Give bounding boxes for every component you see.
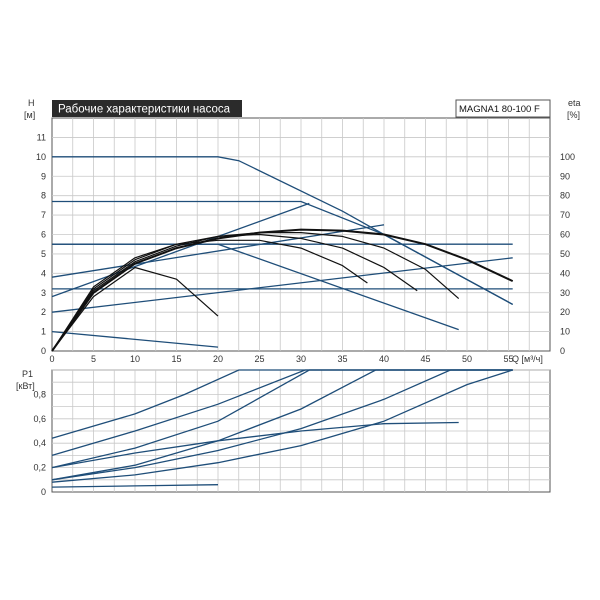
y-tick-label: 9: [41, 171, 46, 181]
efficiency-curve: [51, 239, 368, 352]
power-curve: [51, 484, 219, 488]
y-tick-label: 0,6: [33, 414, 46, 424]
power-curve: [51, 369, 513, 483]
y2-tick-label: 30: [560, 288, 570, 298]
model-box: [455, 99, 551, 118]
head-curve: [51, 202, 310, 298]
x-tick-label: 30: [296, 354, 306, 364]
pump-model: MAGNA1 80-100 F: [459, 104, 540, 115]
y-tick-label: 0: [41, 487, 46, 497]
efficiency-curves: [51, 228, 514, 352]
x-tick-label: 5: [91, 354, 96, 364]
y-tick-label: 2: [41, 307, 46, 317]
y2-tick-label: 40: [560, 268, 570, 278]
y-tick-label: 0: [41, 346, 46, 356]
y2-tick-label: 90: [560, 171, 570, 181]
x-tick-label: 25: [254, 354, 264, 364]
head-curve: [51, 224, 385, 278]
x-tick-label: 55: [503, 354, 513, 364]
efficiency-curve: [51, 266, 219, 352]
x-tick-label: 50: [462, 354, 472, 364]
power-y-ticks: 0 0,2 0,4 0,6 0,8: [33, 389, 46, 497]
power-curve: [51, 369, 513, 481]
x-tick-label: 35: [337, 354, 347, 364]
x-tick-label: 10: [130, 354, 140, 364]
y2-tick-label: 0: [560, 346, 565, 356]
y-tick-label: 3: [41, 288, 46, 298]
head-curve: [51, 330, 219, 348]
y-axis-unit-kw: [кВт]: [16, 381, 35, 391]
y-tick-label: 5: [41, 249, 46, 259]
x-tick-label: 0: [49, 354, 54, 364]
eta-y-ticks: 0 10 20 30 40 50 60 70 80 90 100: [560, 152, 575, 356]
y-tick-label: 6: [41, 230, 46, 240]
y2-tick-label: 70: [560, 210, 570, 220]
x-tick-label: 45: [420, 354, 430, 364]
y-tick-label: 0,8: [33, 389, 46, 399]
y-tick-label: 8: [41, 191, 46, 201]
y-axis-label-h: H: [28, 98, 35, 108]
head-curve: [52, 200, 514, 305]
x-tick-label: 15: [171, 354, 181, 364]
y2-tick-label: 50: [560, 249, 570, 259]
y-tick-label: 0,4: [33, 438, 46, 448]
y2-tick-label: 20: [560, 307, 570, 317]
efficiency-curve: [51, 232, 460, 352]
y2-tick-label: 80: [560, 191, 570, 201]
head-curve: [51, 257, 513, 313]
y-axis-unit-m: [м]: [24, 110, 35, 120]
y2-tick-label: 100: [560, 152, 575, 162]
title-bar: [52, 100, 242, 117]
y2-tick-label: 60: [560, 230, 570, 240]
y-tick-label: 0,2: [33, 463, 46, 473]
power-curve: [51, 421, 459, 469]
power-curve: [51, 369, 513, 481]
efficiency-curve: [51, 233, 418, 352]
y-tick-label: 1: [41, 327, 46, 337]
head-curve: [52, 243, 459, 331]
y2-axis-unit-percent: [%]: [567, 110, 580, 120]
head-x-ticks: 0 5 10 15 20 25 30 35 40 45 50 55: [49, 354, 513, 364]
y-axis-label-p1: P1: [22, 369, 33, 379]
efficiency-curve: [51, 228, 514, 352]
x-tick-label: 40: [379, 354, 389, 364]
y-tick-label: 11: [37, 132, 46, 142]
y2-tick-label: 10: [560, 327, 570, 337]
y-tick-label: 7: [41, 210, 46, 220]
head-y-ticks: 0 1 2 3 4 5 6 7 8 9 10 11: [36, 132, 46, 356]
chart-title: Рабочие характеристики насоса: [58, 104, 231, 116]
y-tick-label: 10: [36, 152, 46, 162]
y2-axis-label-eta: eta: [568, 98, 581, 108]
power-curves: [51, 369, 513, 488]
x-axis-label-q: Q [м³/ч]: [512, 354, 543, 364]
y-tick-label: 4: [41, 268, 46, 278]
x-tick-label: 20: [213, 354, 223, 364]
